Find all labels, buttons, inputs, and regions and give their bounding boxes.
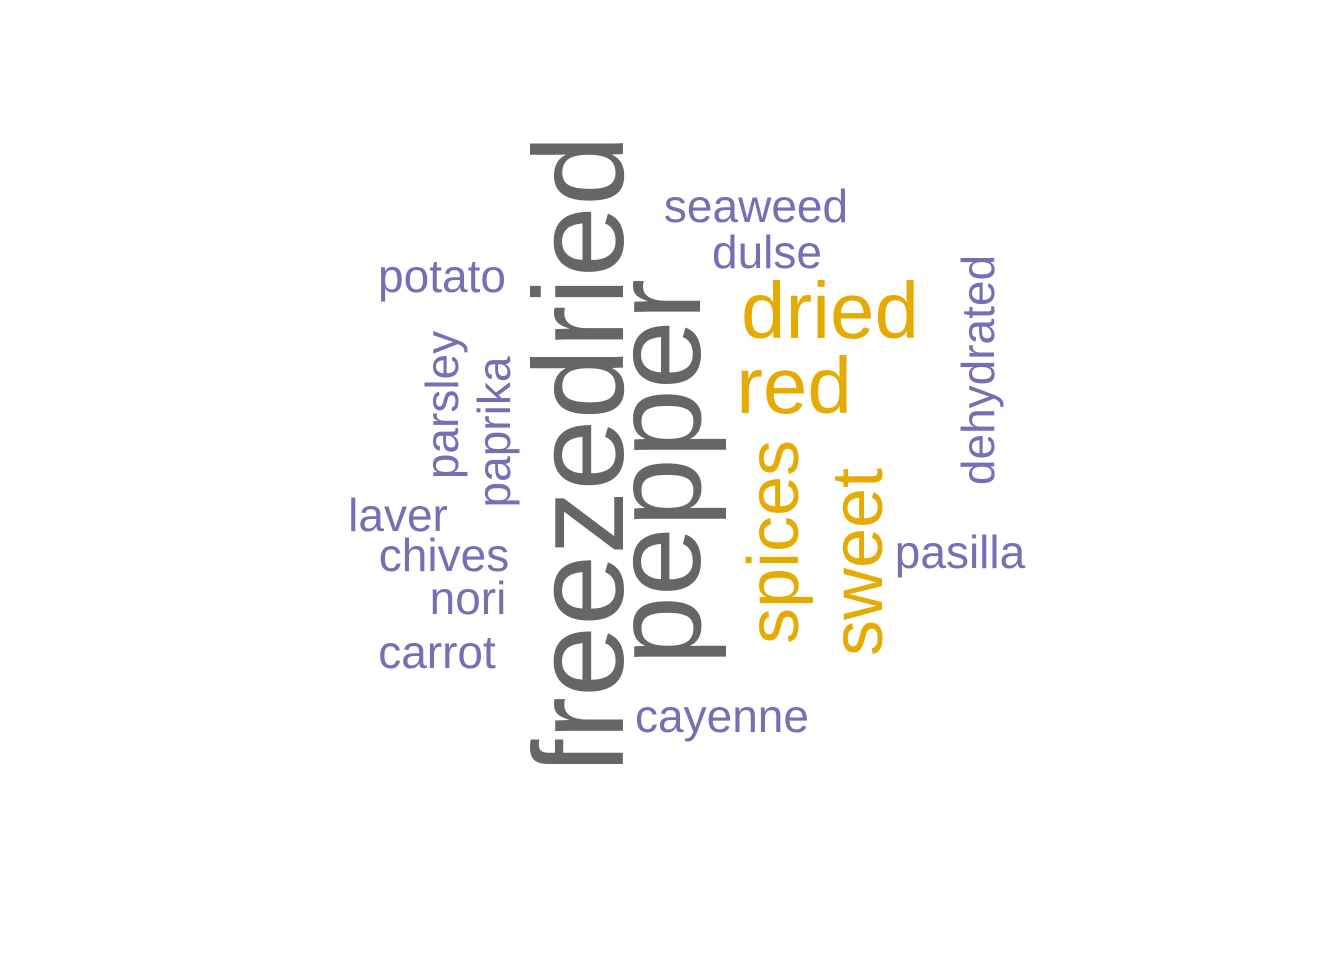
word-carrot: carrot (378, 626, 496, 678)
word-seaweed: seaweed (663, 180, 849, 232)
word-pasilla: pasilla (894, 526, 1026, 578)
word-laver: laver (348, 489, 448, 541)
word-potato: potato (378, 250, 506, 302)
word-red: red (736, 341, 852, 430)
word-dried: dried (741, 266, 919, 355)
word-cayenne: cayenne (635, 690, 809, 742)
word-dulse: dulse (712, 226, 822, 278)
word-paprika: paprika (468, 356, 520, 508)
word-nori: nori (429, 572, 507, 624)
word-sweet: sweet (818, 467, 898, 657)
word-parsley: parsley (416, 330, 468, 480)
word-spices: spices (734, 439, 814, 645)
word-pepper: pepper (589, 278, 727, 666)
word-dehydrated: dehydrated (952, 254, 1004, 486)
word-cloud: freezedried pepper dried red spices swee… (348, 135, 1026, 764)
word-chives: chives (378, 529, 510, 581)
